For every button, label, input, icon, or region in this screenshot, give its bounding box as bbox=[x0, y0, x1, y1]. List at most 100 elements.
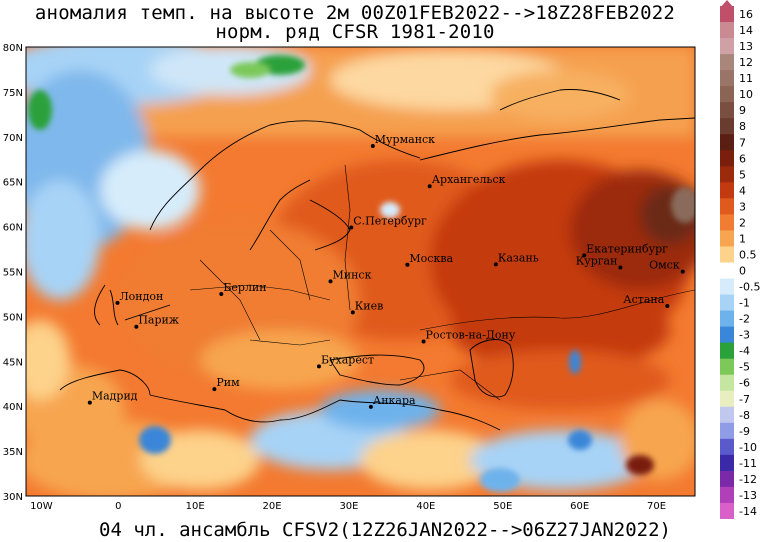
lat-label: 40N bbox=[3, 402, 23, 413]
legend-swatch bbox=[720, 294, 734, 312]
legend-swatch bbox=[720, 214, 734, 231]
city-layer: Мурманск Архангельск С.Петербург Москва Каза… bbox=[87, 133, 685, 409]
city-marker bbox=[368, 404, 373, 409]
legend-label: -2 bbox=[739, 313, 750, 326]
lon-label: 40E bbox=[416, 501, 435, 512]
legend-label: -12 bbox=[739, 473, 757, 486]
legend-swatch bbox=[720, 166, 734, 183]
legend-label: 8 bbox=[739, 120, 746, 133]
legend-label: -11 bbox=[739, 457, 757, 470]
city-label: Минск bbox=[333, 268, 372, 281]
legend-swatch bbox=[720, 486, 734, 504]
lat-label: 50N bbox=[3, 312, 23, 323]
legend-label: -5 bbox=[739, 361, 750, 374]
legend-label: 12 bbox=[739, 56, 753, 69]
lon-label: 0 bbox=[115, 501, 121, 512]
legend-swatch bbox=[720, 406, 734, 424]
city-label: Париж bbox=[138, 314, 179, 327]
legend-label: 0 bbox=[739, 265, 746, 278]
legend-swatch bbox=[720, 102, 734, 119]
city-marker bbox=[618, 265, 623, 270]
legend-label: 5 bbox=[739, 168, 746, 181]
map-title: аномалия темп. на высоте 2м 00Z01FEB2022… bbox=[34, 2, 676, 24]
legend-swatch bbox=[720, 5, 734, 23]
city-label: Анкара bbox=[373, 394, 416, 407]
color-legend: 16 14 13 12 11 10 9 8 7 6 5 4 3 2 1 0.5 0 -0.5 -1 -2 -3 -4 -5 -… bbox=[720, 0, 760, 519]
anomaly-map: Мурманск Архангельск С.Петербург Москва Каза… bbox=[3, 43, 696, 512]
lat-label: 75N bbox=[3, 88, 23, 99]
city-label: Мурманск bbox=[375, 133, 435, 146]
legend-label: -7 bbox=[739, 393, 750, 406]
city-label: Киев bbox=[355, 299, 384, 312]
city-label: Курган bbox=[576, 254, 618, 267]
legend-label: 9 bbox=[739, 104, 746, 117]
legend-swatch bbox=[720, 246, 734, 263]
legend-swatch bbox=[720, 86, 734, 103]
legend-swatch bbox=[720, 70, 734, 87]
legend-swatch bbox=[720, 326, 734, 344]
city-marker bbox=[87, 400, 92, 405]
lon-label: 30E bbox=[339, 501, 358, 512]
legend-swatch bbox=[720, 118, 734, 135]
city-label: Казань bbox=[498, 251, 539, 264]
lat-label: 80N bbox=[3, 43, 23, 54]
legend-label: 14 bbox=[739, 24, 753, 37]
legend-swatch bbox=[720, 262, 734, 280]
lat-label: 35N bbox=[3, 447, 23, 458]
legend-swatch bbox=[720, 502, 734, 519]
legend-swatch bbox=[720, 470, 734, 488]
ensemble-caption: 04 чл. ансамбль CFSV2(12Z26JAN2022-->06Z… bbox=[99, 519, 671, 541]
lon-label: 60E bbox=[570, 501, 589, 512]
legend-swatch bbox=[720, 22, 734, 39]
legend-swatch bbox=[720, 38, 734, 55]
lon-label: 10E bbox=[186, 501, 205, 512]
city-label: Екатеринбург bbox=[586, 242, 668, 255]
lon-label: 20E bbox=[263, 501, 282, 512]
legend-label: 0.5 bbox=[739, 248, 757, 261]
legend-swatch bbox=[720, 278, 734, 296]
legend-label: 10 bbox=[739, 88, 753, 101]
legend-label: -1 bbox=[739, 297, 750, 310]
legend-swatch bbox=[720, 230, 734, 247]
legend-label: -9 bbox=[739, 425, 750, 438]
city-label: Рим bbox=[216, 376, 240, 389]
city-label: Ростов-на-Дону bbox=[426, 329, 516, 342]
legend-swatch bbox=[720, 358, 734, 376]
city-marker bbox=[212, 387, 217, 392]
legend-label: 7 bbox=[739, 136, 746, 149]
city-marker bbox=[316, 364, 321, 369]
city-marker bbox=[349, 225, 354, 230]
city-marker bbox=[582, 253, 587, 258]
legend-label: -0.5 bbox=[739, 281, 760, 294]
legend-swatch bbox=[720, 182, 734, 199]
legend-swatch bbox=[720, 390, 734, 408]
legend-swatch bbox=[720, 454, 734, 472]
city-label: Мадрид bbox=[92, 390, 138, 403]
axis-labels: 80N 75N 70N 65N 60N 55N 50N 45N 40N 35N 30N 10W 0 10E… bbox=[3, 43, 666, 512]
city-marker bbox=[115, 300, 120, 305]
lon-label: 70E bbox=[647, 501, 666, 512]
city-label: Архангельск bbox=[432, 173, 506, 186]
city-marker bbox=[370, 144, 375, 149]
legend-label: -3 bbox=[739, 329, 750, 342]
legend-label: 11 bbox=[739, 72, 753, 85]
legend-swatch bbox=[720, 134, 734, 151]
city-label: Омск bbox=[649, 259, 680, 272]
city-marker bbox=[665, 303, 670, 308]
plot-frame bbox=[25, 46, 696, 497]
legend-swatch bbox=[720, 54, 734, 71]
lat-label: 60N bbox=[3, 223, 23, 234]
legend-label: -8 bbox=[739, 409, 750, 422]
legend-label: 6 bbox=[739, 152, 746, 165]
city-marker bbox=[680, 269, 685, 274]
city-label: Лондон bbox=[120, 290, 164, 303]
legend-swatch bbox=[720, 150, 734, 167]
legend-label: -13 bbox=[739, 489, 757, 502]
legend-label: 4 bbox=[739, 184, 746, 197]
city-marker bbox=[493, 262, 498, 267]
map-subtitle: норм. ряд CFSR 1981-2010 bbox=[215, 21, 495, 43]
legend-label: 13 bbox=[739, 40, 753, 53]
lat-label: 55N bbox=[3, 268, 23, 279]
city-marker bbox=[427, 184, 432, 189]
legend-swatch bbox=[720, 374, 734, 392]
